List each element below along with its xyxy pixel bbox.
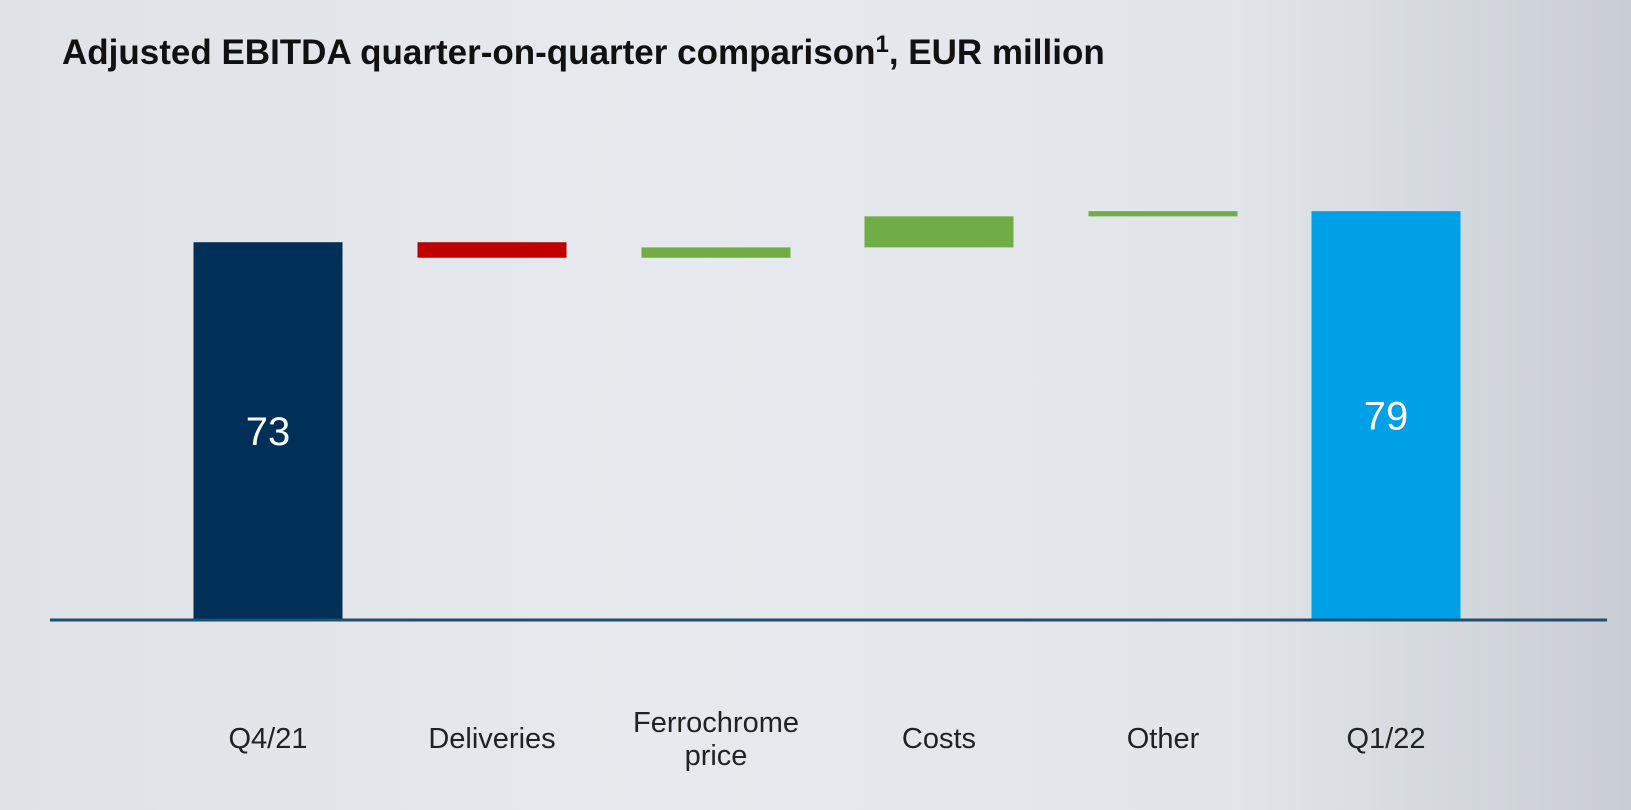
data-label: 79 [1364, 395, 1409, 439]
x-tick-label: Deliveries [428, 723, 556, 756]
bar [1311, 211, 1461, 621]
title-main: Adjusted EBITDA quarter-on-quarter compa… [62, 33, 876, 72]
title-superscript: 1 [876, 31, 889, 58]
x-tick-label: Costs [901, 723, 977, 756]
x-tick-label: Q1/22 [1346, 723, 1426, 756]
bar [193, 242, 343, 620]
title-suffix: , EUR million [889, 33, 1105, 72]
x-tick-label: Q4/21 [228, 723, 308, 756]
chart-title: Adjusted EBITDA quarter-on-quarter compa… [62, 31, 1105, 72]
bar [1088, 211, 1238, 217]
data-label: 73 [246, 410, 291, 454]
x-tick-label: Ferrochrome price [633, 706, 799, 772]
bar [864, 216, 1014, 248]
x-tick-label: Other [1126, 723, 1200, 756]
bar [417, 242, 567, 258]
bar [641, 247, 791, 258]
